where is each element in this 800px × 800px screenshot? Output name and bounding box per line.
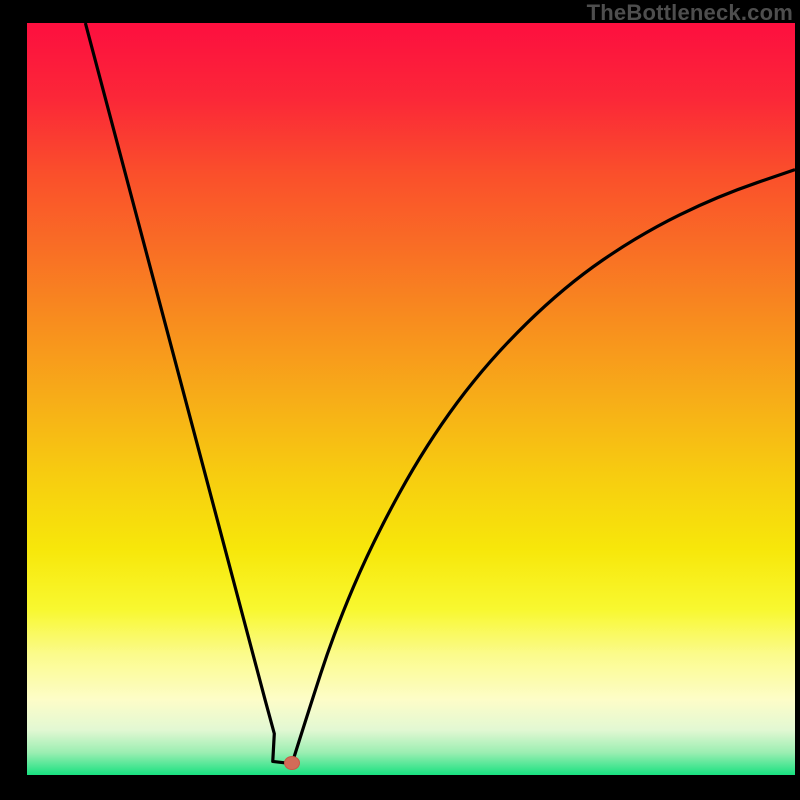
minimum-marker <box>284 756 300 770</box>
bottleneck-curve <box>0 0 800 800</box>
chart-frame: TheBottleneck.com <box>0 0 800 800</box>
